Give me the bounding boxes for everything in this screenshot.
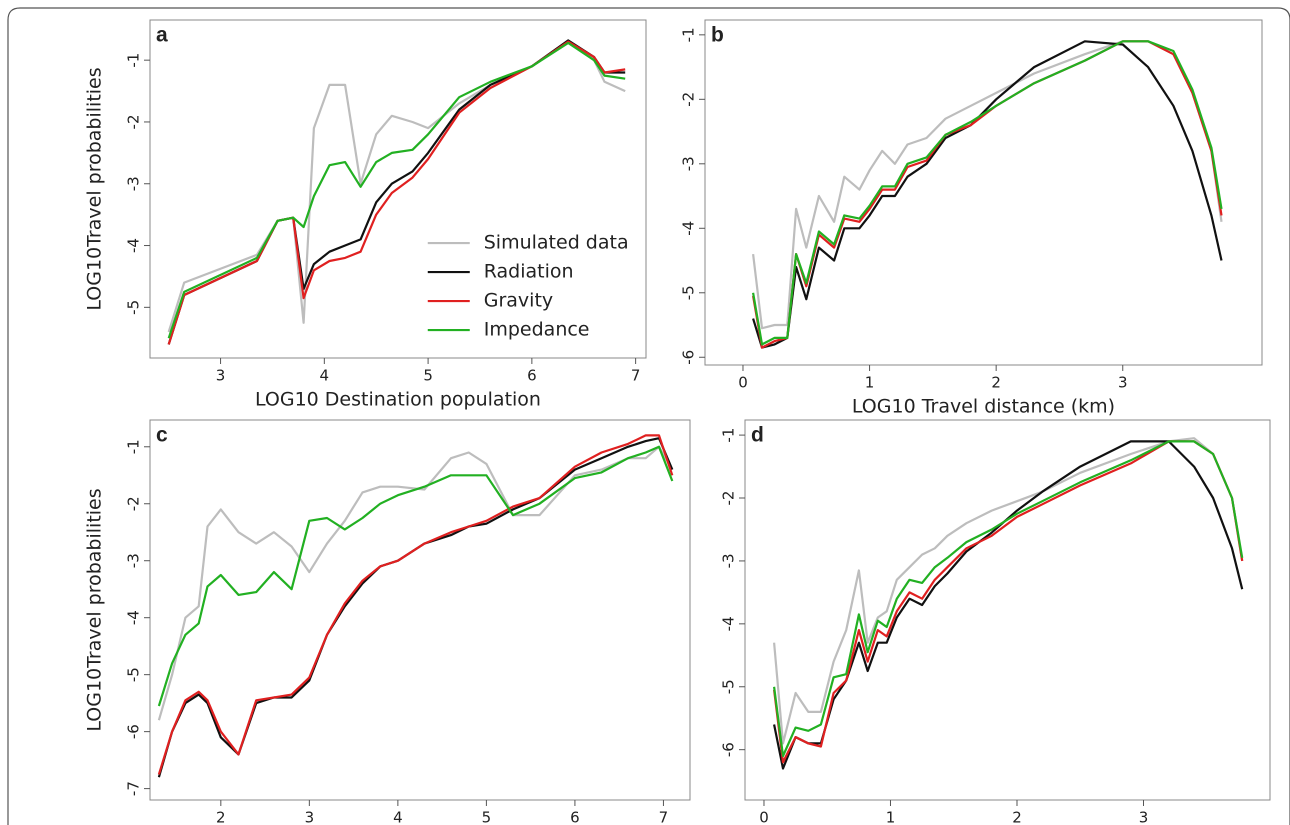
x-tick-label: 5 <box>482 809 492 825</box>
y-tick-label: -1 <box>125 53 143 68</box>
series-line <box>167 41 626 339</box>
x-tick-label: 3 <box>216 367 226 385</box>
y-tick-label: -2 <box>720 491 738 506</box>
y-tick-label: -1 <box>680 27 698 42</box>
panel-label: c <box>156 424 168 447</box>
x-axis-label: LOG10 Travel distance (km) <box>852 396 1115 418</box>
plot-box <box>704 19 1263 366</box>
x-tick-label: 2 <box>991 374 1001 392</box>
x-tick-label: 4 <box>320 367 330 385</box>
x-tick-label: 0 <box>738 374 748 392</box>
y-tick-label: -6 <box>680 350 698 365</box>
y-axis-label: LOG10Travel probabilities <box>84 488 106 731</box>
y-tick-label: -3 <box>680 156 698 171</box>
series-line <box>167 40 626 345</box>
plot-box <box>149 419 691 801</box>
series-line <box>773 440 1244 764</box>
y-tick-label: -5 <box>125 300 143 315</box>
y-tick-label: -3 <box>125 553 143 568</box>
x-tick-label: 7 <box>631 367 641 385</box>
series-line <box>773 437 1244 745</box>
series-line <box>752 40 1223 349</box>
series-line <box>773 440 1244 758</box>
plot-box <box>149 19 647 359</box>
panel-label: d <box>751 424 764 447</box>
y-tick-label: -5 <box>125 667 143 682</box>
series-line <box>752 40 1223 346</box>
y-tick-label: -2 <box>125 114 143 129</box>
y-axis-label: LOG10Travel probabilities <box>84 67 106 310</box>
frame <box>7 7 1290 825</box>
series-line <box>157 434 674 775</box>
x-tick-label: 3 <box>1139 809 1149 825</box>
series-line <box>773 440 1244 770</box>
y-tick-label: -1 <box>125 439 143 454</box>
x-tick-label: 1 <box>886 809 896 825</box>
y-tick-label: -4 <box>720 616 738 631</box>
series-line <box>157 445 674 721</box>
y-tick-label: -4 <box>125 238 143 253</box>
y-tick-label: -1 <box>720 428 738 443</box>
y-tick-label: -3 <box>125 176 143 191</box>
x-tick-label: 3 <box>1118 374 1128 392</box>
legend-label: Impedance <box>484 319 590 341</box>
plot-box <box>744 419 1271 801</box>
x-axis-label: LOG10 Destination population <box>255 389 541 411</box>
x-tick-label: 6 <box>570 809 580 825</box>
x-tick-label: 6 <box>527 367 537 385</box>
series-line <box>157 445 674 707</box>
x-tick-label: 0 <box>759 809 769 825</box>
series-line <box>752 40 1223 349</box>
x-tick-label: 1 <box>865 374 875 392</box>
series-line <box>167 39 626 345</box>
legend-label: Gravity <box>484 290 553 312</box>
series-line <box>752 40 1223 330</box>
y-tick-label: -4 <box>680 221 698 236</box>
panel-label: b <box>711 24 724 47</box>
x-tick-label: 5 <box>423 367 433 385</box>
series-line <box>167 40 626 333</box>
y-tick-label: -5 <box>680 285 698 300</box>
y-tick-label: -6 <box>720 742 738 757</box>
y-tick-label: -6 <box>125 724 143 739</box>
x-tick-label: 2 <box>216 809 226 825</box>
y-tick-label: -5 <box>720 679 738 694</box>
legend-label: Simulated data <box>484 232 629 254</box>
legend-label: Radiation <box>484 261 574 283</box>
x-tick-label: 4 <box>393 809 403 825</box>
y-tick-label: -2 <box>680 92 698 107</box>
y-tick-label: -3 <box>720 553 738 568</box>
x-tick-label: 2 <box>1012 809 1022 825</box>
y-tick-label: -7 <box>125 781 143 796</box>
panel-label: a <box>156 24 168 47</box>
y-tick-label: -4 <box>125 610 143 625</box>
x-tick-label: 7 <box>659 809 669 825</box>
y-tick-label: -2 <box>125 496 143 511</box>
x-tick-label: 3 <box>305 809 315 825</box>
